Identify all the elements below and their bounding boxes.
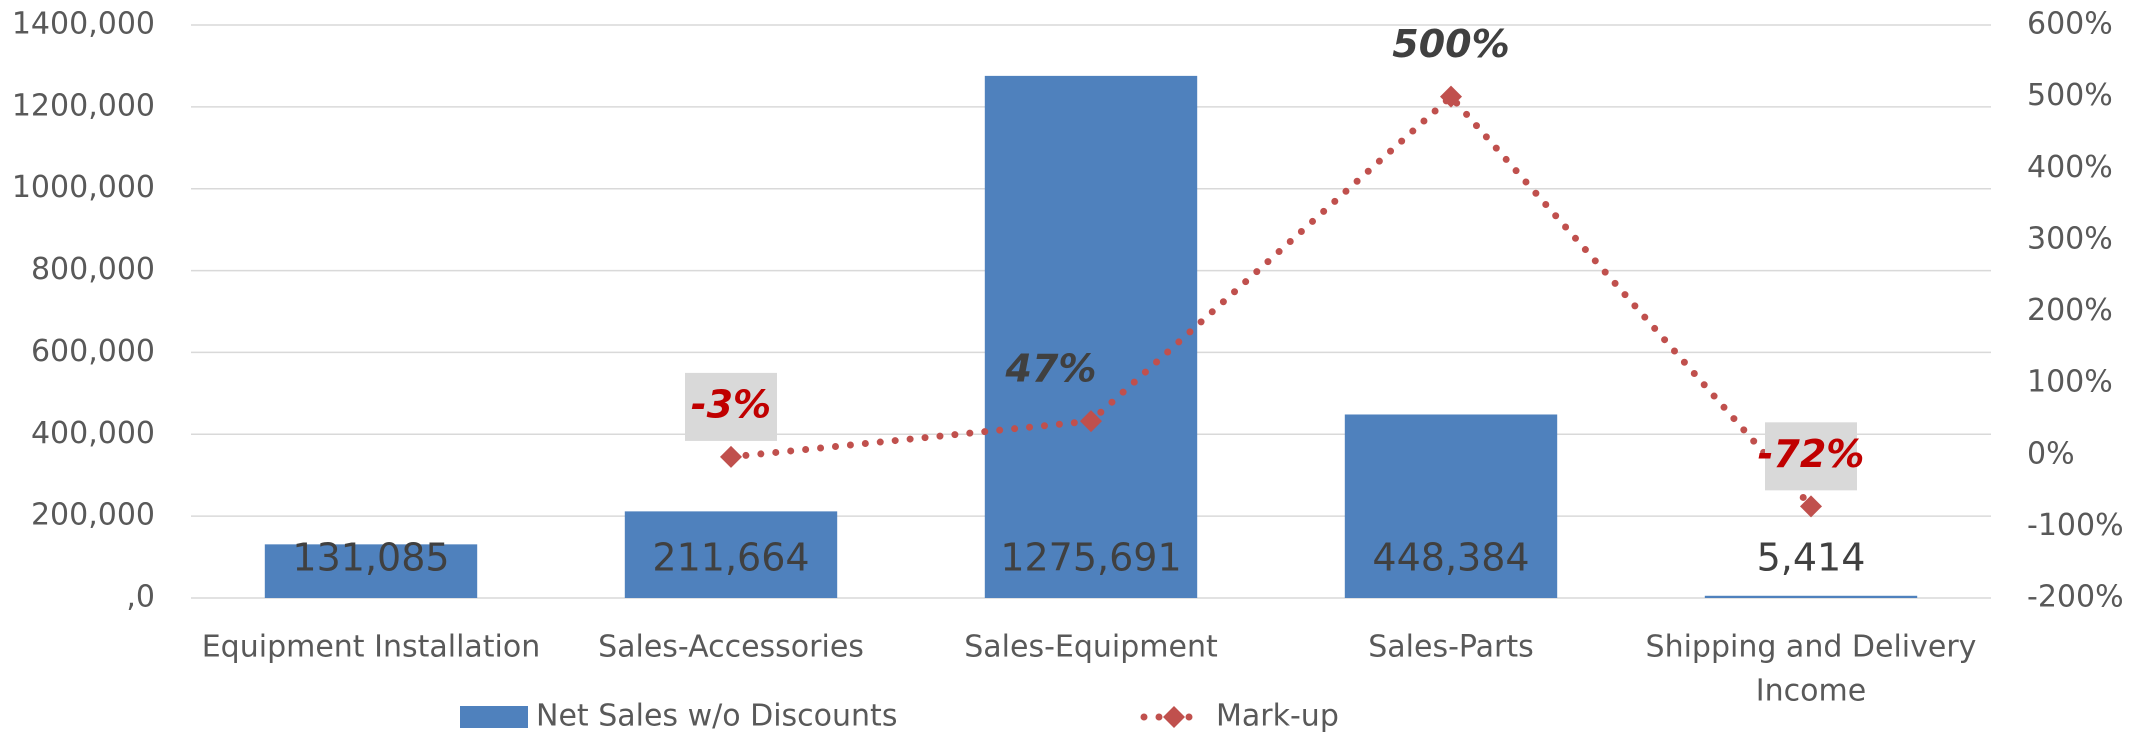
line-value-label: 500% (1392, 22, 1509, 66)
x-tick-label: Shipping and Delivery (1646, 630, 1977, 665)
line-marker (720, 445, 742, 468)
label-box (685, 372, 777, 441)
line-marker (1080, 410, 1102, 433)
line (727, 91, 1815, 510)
y2-tick-label: 100% (2027, 365, 2113, 400)
bar-value-label: 1275,691 (1000, 536, 1181, 580)
legend-marker (1163, 706, 1185, 728)
label-box (1765, 422, 1857, 491)
y2-tick-label: -200% (2027, 580, 2124, 615)
y2-tick-label: 200% (2027, 293, 2113, 328)
y-tick-label: 600,000 (31, 334, 155, 369)
legend-label: Mark-up (1216, 699, 1339, 734)
y2-tick-label: 300% (2027, 221, 2113, 256)
y-tick-label: 1400,000 (12, 7, 155, 42)
y2-tick-label: -100% (2027, 508, 2124, 543)
line-value-label: 47% (1005, 347, 1097, 391)
y-tick-label: 1200,000 (12, 88, 155, 123)
x-tick-label: Equipment Installation (202, 630, 541, 665)
bar (624, 511, 838, 598)
y-tick-label: 1000,000 (12, 170, 155, 205)
line-value-label: -72% (1758, 432, 1865, 476)
x-tick-label: Sales-Equipment (964, 630, 1218, 665)
y-tick-label: ,0 (126, 580, 155, 615)
x-tick-label: Sales-Accessories (598, 630, 864, 665)
bar (264, 544, 478, 598)
x-tick-label: Sales-Parts (1368, 630, 1534, 665)
bar-value-label: 448,384 (1372, 536, 1529, 580)
bar-value-label: 211,664 (652, 536, 809, 580)
legend-label: Net Sales w/o Discounts (536, 699, 897, 734)
bar (1344, 414, 1558, 598)
y2-tick-label: 400% (2027, 150, 2113, 185)
legend-swatch (460, 706, 528, 728)
x-tick-label: Income (1756, 674, 1866, 709)
y-tick-label: 800,000 (31, 252, 155, 287)
y2-tick-label: 600% (2027, 7, 2113, 42)
line-value-label: -3% (691, 382, 771, 426)
bar (1704, 595, 1918, 598)
y-tick-label: 200,000 (31, 498, 155, 533)
y2-tick-label: 0% (2027, 436, 2075, 471)
y-tick-label: 400,000 (31, 416, 155, 451)
bar (984, 75, 1198, 598)
line-marker (1800, 495, 1822, 518)
y2-tick-label: 500% (2027, 78, 2113, 113)
line-marker (1440, 85, 1462, 108)
bar-value-label: 5,414 (1757, 536, 1866, 580)
bar-value-label: 131,085 (292, 536, 449, 580)
